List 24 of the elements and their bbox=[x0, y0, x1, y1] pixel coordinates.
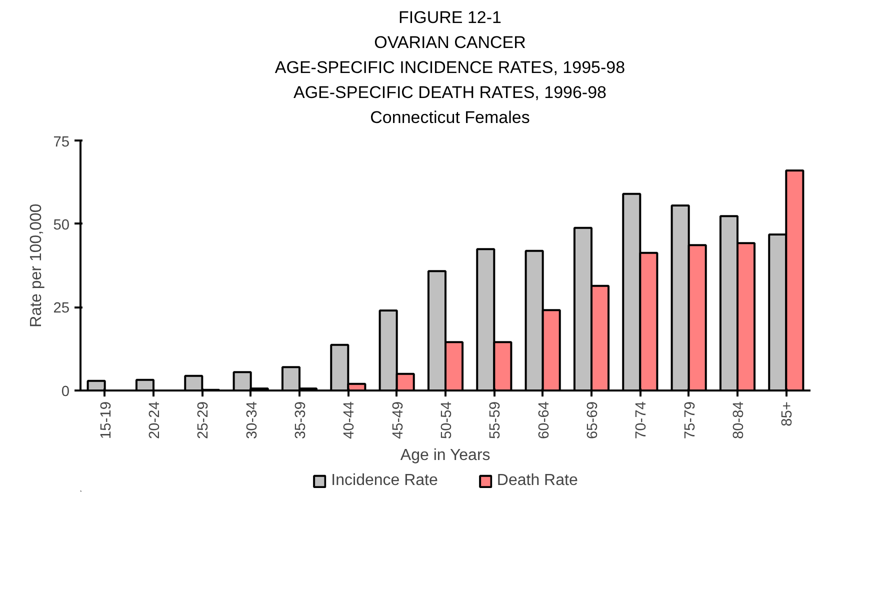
x-tick-label: 70-74 bbox=[634, 401, 650, 439]
x-tick-label: 35-39 bbox=[293, 401, 309, 439]
x-tick-label: 40-44 bbox=[342, 401, 358, 439]
x-tick-label: 45-49 bbox=[390, 401, 406, 439]
x-tick-label: 80-84 bbox=[731, 401, 747, 439]
x-axis-title: Age in Years bbox=[400, 446, 490, 464]
y-tick-label: 75 bbox=[53, 134, 70, 150]
y-axis-title: Rate per 100,000 bbox=[28, 204, 46, 328]
y-tick-label: 50 bbox=[53, 217, 70, 234]
y-tick-label: 0 bbox=[61, 384, 70, 400]
x-tick-label: 55-59 bbox=[488, 401, 504, 439]
x-tick-label: 30-34 bbox=[244, 401, 260, 439]
x-tick-label: 25-29 bbox=[196, 401, 212, 439]
legend-label: Incidence Rate bbox=[331, 472, 438, 490]
legend-label: Death Rate bbox=[496, 472, 578, 490]
chart-title: FIGURE 12-1 OVARIAN CANCER AGE-SPECIFIC INCIDENCE RATES, 1995-98 AGE-SPECIFIC DEATH RATES, 1996-98 Connecticut Females bbox=[274, 7, 626, 129]
x-tick-label: 65-69 bbox=[585, 401, 601, 439]
x-tick-label: 20-24 bbox=[147, 401, 163, 439]
x-tick-label: 60-64 bbox=[536, 401, 552, 439]
x-tick-label: 85+ bbox=[780, 401, 796, 426]
x-tick-label: 50-54 bbox=[439, 401, 455, 439]
y-tick-label: 25 bbox=[53, 300, 70, 317]
x-tick-label: 75-79 bbox=[682, 401, 698, 439]
x-tick-label: 15-19 bbox=[98, 401, 114, 439]
